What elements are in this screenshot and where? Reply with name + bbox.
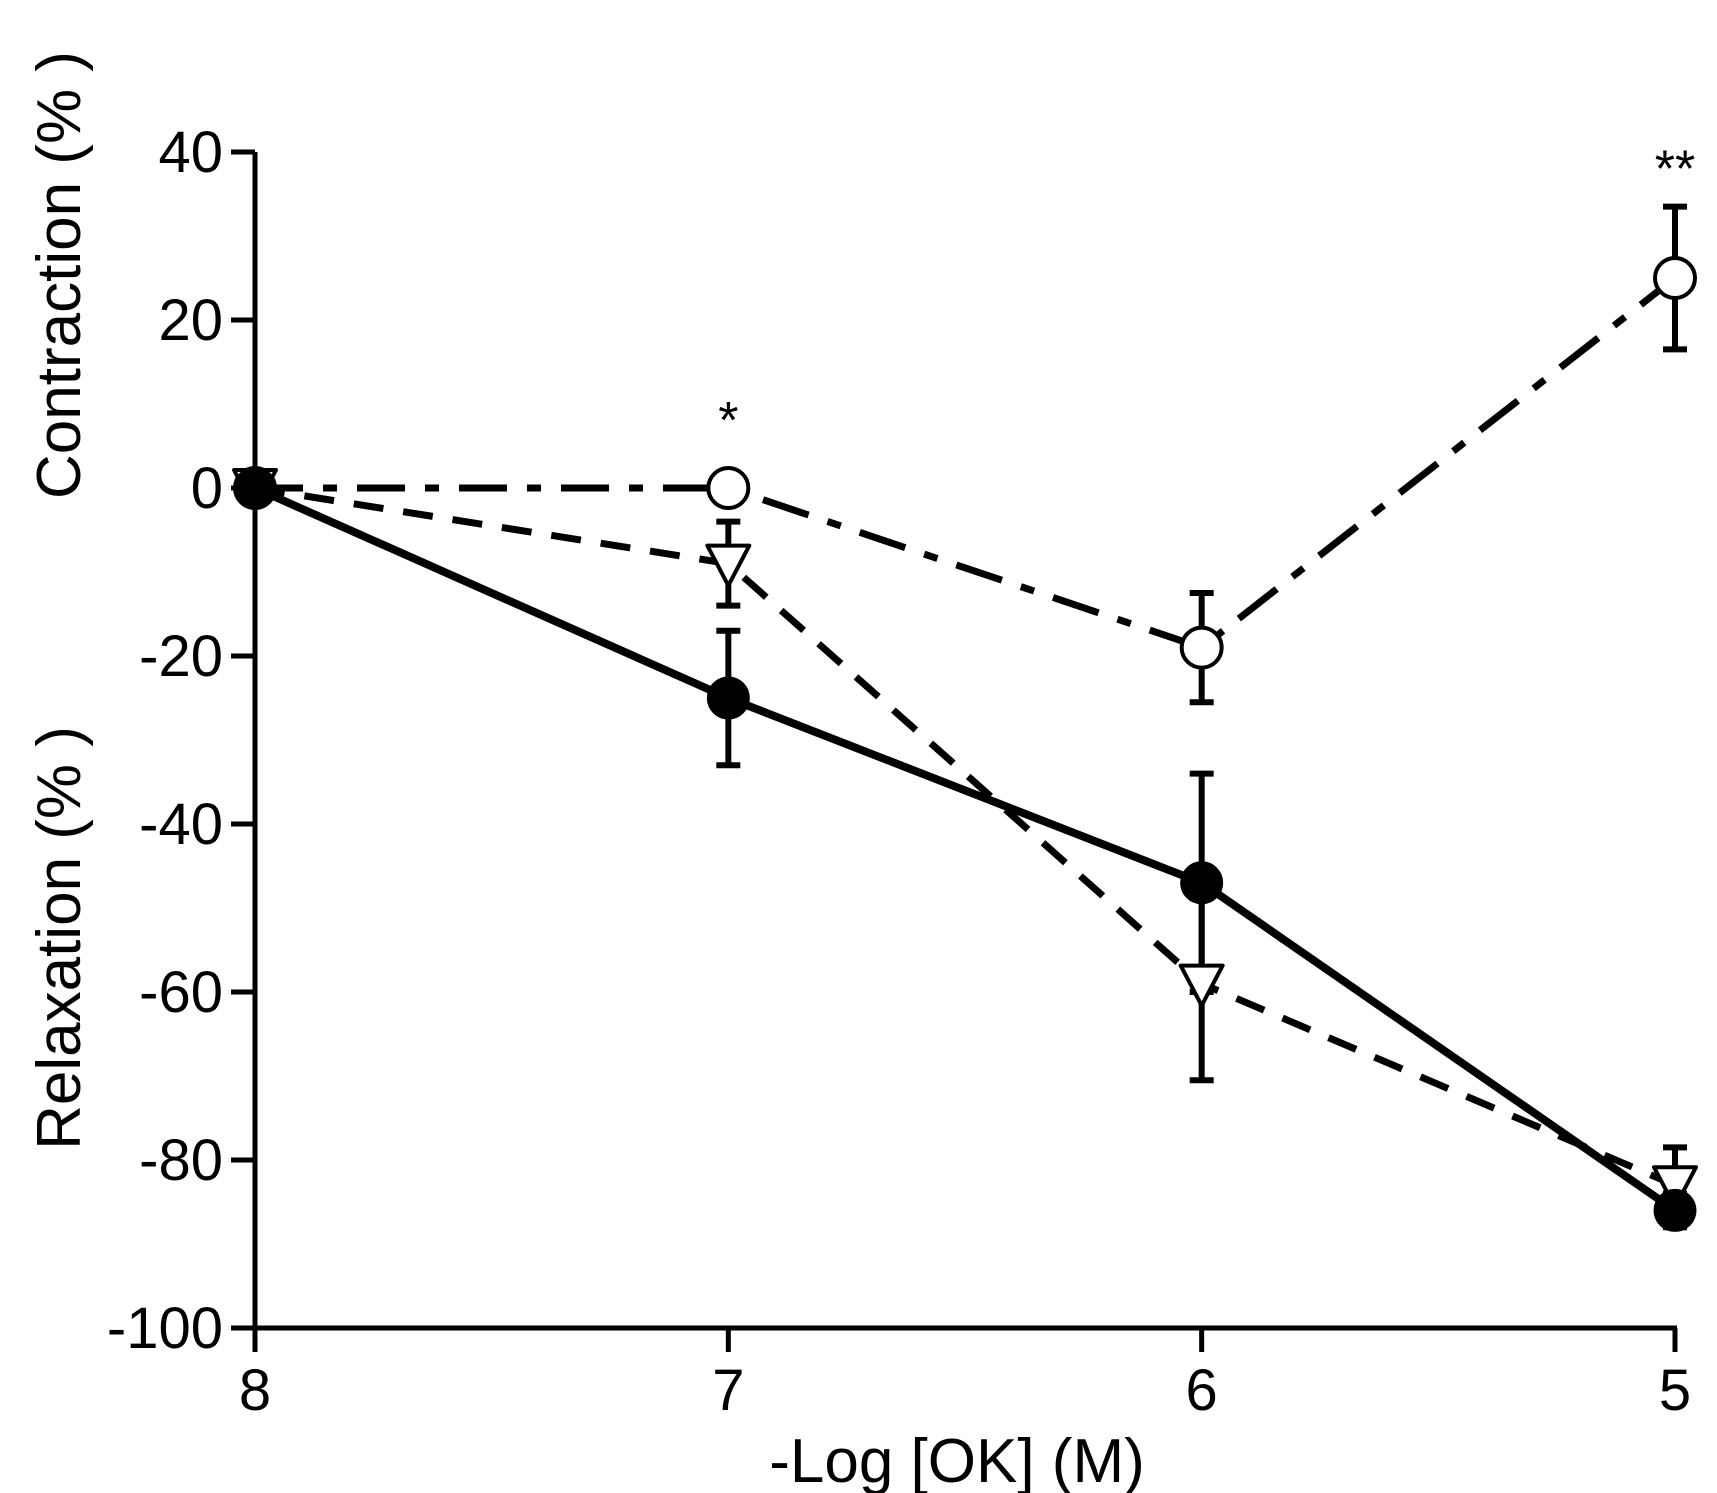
data-point-filled-circle-solid [706,676,750,720]
data-point-open-circle-dashdot [706,466,751,510]
significance-annotation: * [718,392,738,450]
x-tick-label: 5 [1659,1358,1691,1423]
data-point-filled-circle-solid [1653,1188,1697,1232]
series-layer [232,203,1698,1232]
y-tick-label: 0 [191,456,223,521]
y-tick-label: 20 [158,288,223,353]
x-axis-title: -Log [OK] (M) [769,1427,1145,1493]
y-axis-title-contraction: Contraction (% ) [25,51,94,499]
significance-annotation: ** [1655,141,1695,199]
data-point-filled-circle-solid [1180,861,1224,905]
series-line-open-triangle-dashed [254,484,1677,1189]
y-tick-label: -100 [107,1296,223,1361]
y-tick-label: -20 [139,624,223,689]
y-tick-label: -40 [139,792,223,857]
series-line-open-circle-dashdot [255,275,1678,652]
data-point-open-triangle-dashed [1178,963,1225,1008]
annotation-layer: *** [718,141,1695,450]
data-point-open-circle-dashdot [1653,256,1697,300]
y-tick-label: -60 [139,960,223,1025]
data-point-open-triangle-dashed [705,543,752,588]
data-point-filled-circle-solid [233,466,277,510]
y-axis-title-relaxation: Relaxation (% ) [25,726,94,1150]
y-tick-label: -80 [139,1128,223,1193]
x-tick-label: 7 [712,1358,744,1423]
x-tick-label: 8 [239,1358,271,1423]
y-tick-label: 40 [158,120,223,185]
data-point-open-triangle-dashed [1652,1165,1698,1210]
series-line-filled-circle-solid [253,484,1678,1214]
x-tick-label: 6 [1186,1358,1218,1423]
data-point-open-circle-dashdot [1179,625,1224,670]
